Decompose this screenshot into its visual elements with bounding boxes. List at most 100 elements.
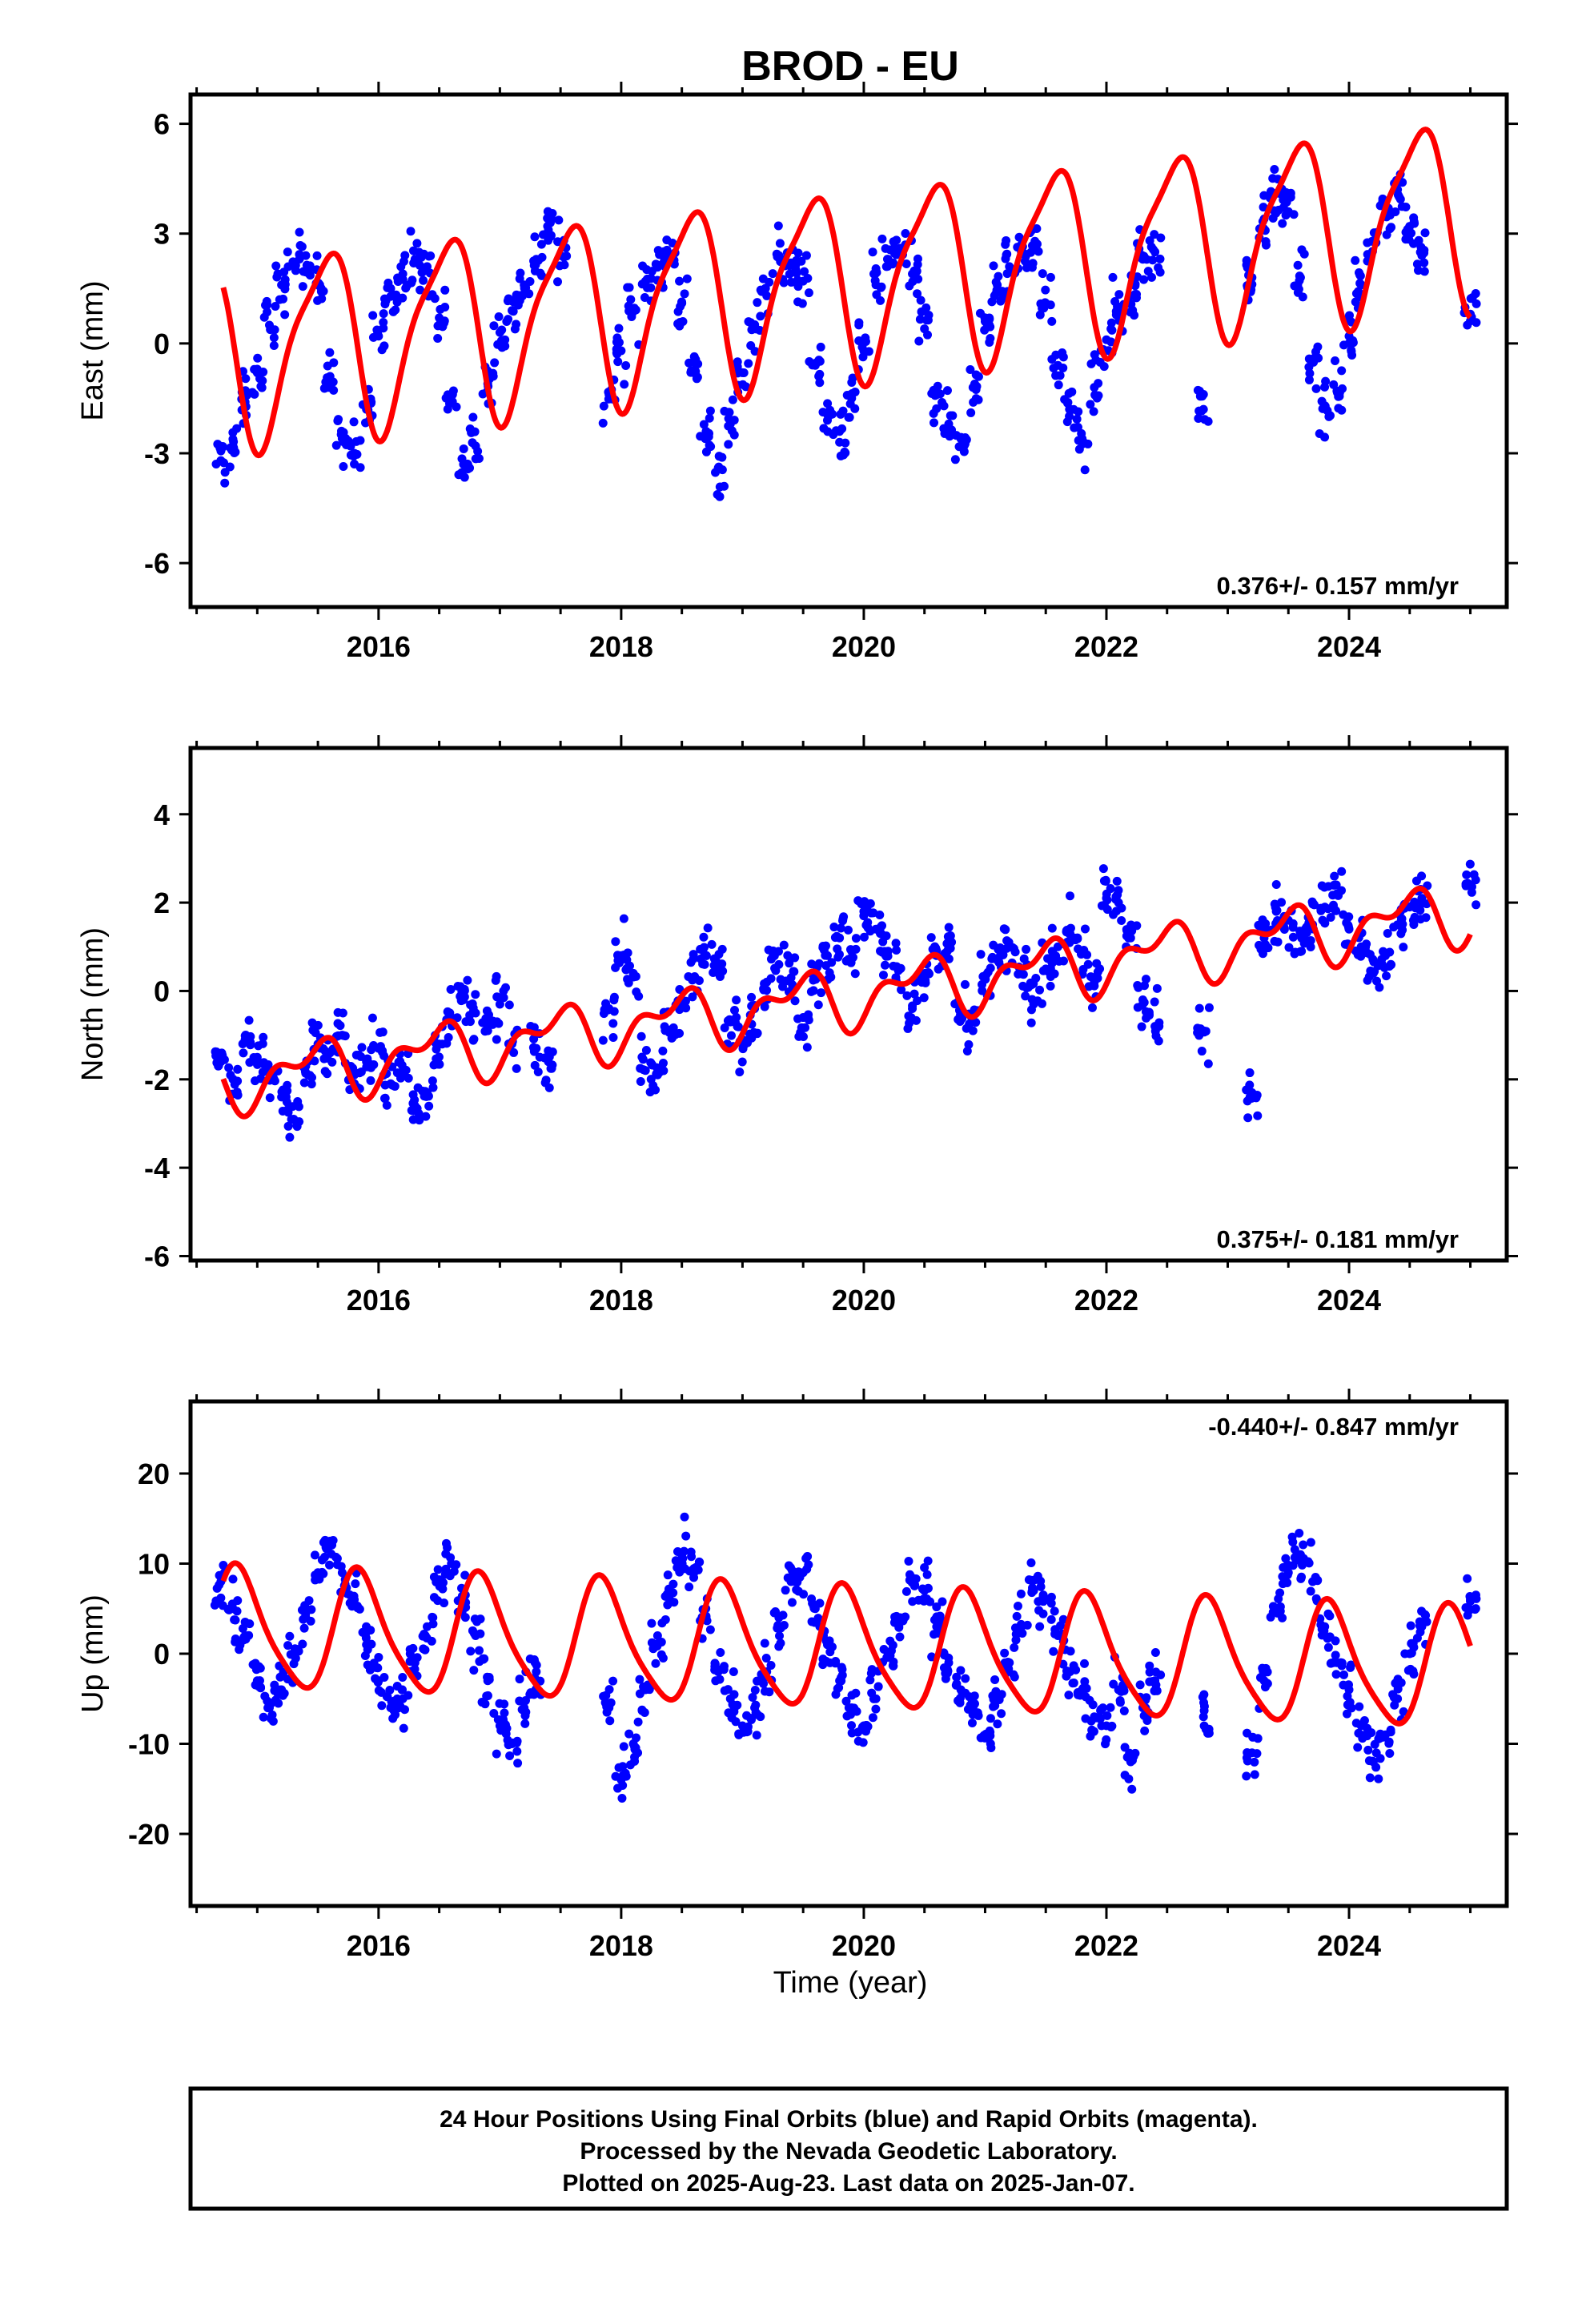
data-point [599,401,608,411]
data-point [908,1001,917,1011]
data-point [1346,1660,1355,1670]
data-point [398,1673,408,1683]
data-point [625,1760,635,1770]
data-point [1148,255,1158,265]
data-point [766,974,776,983]
data-point [801,1023,810,1032]
data-point [790,267,800,277]
data-point [1086,400,1095,409]
data-point [1409,213,1419,223]
data-point [693,372,702,382]
data-point [733,1700,742,1710]
data-point [323,373,332,383]
data-point [1027,995,1037,1004]
data-point [363,1645,372,1655]
data-point [814,356,824,365]
data-point [1335,388,1344,397]
data-point [1127,1755,1137,1765]
data-point [265,1093,275,1103]
data-point [688,992,697,1002]
data-point [734,1729,744,1739]
data-point [605,1716,615,1726]
data-point [1038,1593,1048,1602]
data-point [1355,279,1365,288]
data-point [678,1554,688,1563]
data-point [1391,207,1400,216]
data-point [420,1092,429,1101]
data-point [1409,919,1419,929]
data-point [473,447,483,456]
data-point [1087,1003,1097,1012]
data-point [301,251,311,260]
data-point [443,1543,452,1553]
data-point [210,1600,219,1610]
data-point [1293,287,1303,297]
data-point [881,931,891,941]
data-point [1328,891,1338,900]
data-point [1085,1695,1094,1705]
data-point [226,1070,235,1080]
data-point [905,1570,914,1579]
data-point [219,1561,228,1570]
data-point [307,1018,317,1027]
data-point [230,1615,239,1625]
data-point [1401,203,1411,212]
data-point [1073,933,1082,943]
data-point [923,330,933,340]
data-point [877,234,887,243]
data-point [1095,964,1105,974]
data-point [492,1749,501,1759]
data-point [940,428,950,438]
data-point [971,384,981,394]
data-point [243,1631,252,1641]
data-point [392,1694,402,1703]
data-point [1010,947,1020,957]
data-point [1022,944,1031,954]
data-point [848,373,857,383]
data-point [476,1629,485,1638]
data-point [843,925,853,935]
data-point [841,438,850,448]
data-point [850,387,860,396]
data-point [901,259,911,268]
data-point [396,1056,405,1066]
data-point [766,1660,776,1670]
data-point [865,1675,875,1685]
data-point [807,959,817,969]
rate-label: 0.376+/- 0.157 mm/yr [1217,572,1459,600]
data-point [753,1028,762,1038]
data-point [1399,1707,1408,1716]
data-point [1374,1774,1383,1783]
data-point [696,432,705,441]
data-point [1462,870,1472,879]
data-point [986,1743,996,1752]
data-point [1306,1586,1315,1596]
data-point [1133,981,1142,991]
data-point [660,253,669,263]
data-point [785,261,794,271]
data-point [714,452,724,461]
data-point [778,1610,788,1620]
data-point [271,1695,280,1705]
data-point [608,1676,618,1686]
data-point [253,353,263,363]
data-point [940,949,950,959]
data-point [911,1015,921,1025]
data-point [980,325,990,335]
data-point [1364,1756,1374,1766]
data-point [544,1046,553,1055]
data-point [1359,1716,1369,1726]
data-point [530,1658,540,1667]
data-point [263,1060,273,1070]
data-point [287,1115,296,1124]
data-point [271,302,280,312]
data-point [1317,1630,1327,1640]
data-point [488,372,498,381]
data-point [922,1570,932,1579]
y-axis-label: North (mm) [76,927,110,1081]
data-point [480,1699,490,1709]
data-point [377,1701,387,1711]
data-point [379,341,389,351]
data-point [1078,439,1087,448]
data-point [724,440,733,449]
